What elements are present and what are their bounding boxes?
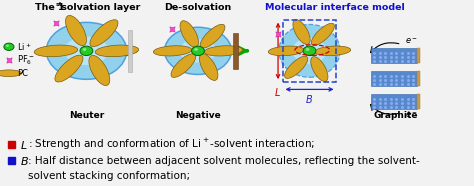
Ellipse shape — [311, 57, 328, 81]
Ellipse shape — [200, 54, 218, 80]
Ellipse shape — [95, 45, 139, 57]
Ellipse shape — [315, 46, 351, 56]
Ellipse shape — [34, 45, 78, 57]
Text: Molecular interface model: Molecular interface model — [264, 3, 404, 12]
Text: solvation layer: solvation layer — [58, 3, 140, 12]
Text: $e^-$: $e^-$ — [405, 37, 419, 46]
Circle shape — [6, 45, 9, 47]
Bar — [417, 48, 420, 63]
Ellipse shape — [268, 46, 304, 56]
Bar — [8, 157, 15, 164]
Ellipse shape — [200, 24, 225, 48]
Circle shape — [303, 46, 316, 56]
Text: st: st — [55, 2, 62, 7]
Text: PC: PC — [17, 69, 28, 78]
Text: $\mathit{L}$: $\mathit{L}$ — [20, 139, 27, 151]
Ellipse shape — [55, 55, 83, 82]
Ellipse shape — [279, 24, 340, 77]
Circle shape — [194, 48, 198, 51]
Ellipse shape — [90, 20, 118, 46]
Text: Graphite: Graphite — [373, 111, 418, 120]
Bar — [233, 33, 237, 69]
Text: Negative: Negative — [175, 111, 221, 120]
Bar — [8, 141, 15, 148]
Ellipse shape — [154, 46, 191, 56]
Ellipse shape — [46, 22, 127, 79]
Circle shape — [191, 46, 204, 56]
Ellipse shape — [180, 39, 216, 63]
Ellipse shape — [284, 56, 308, 78]
Text: solvent stacking conformation;: solvent stacking conformation; — [28, 171, 190, 181]
Text: $L$: $L$ — [273, 86, 280, 98]
Ellipse shape — [164, 27, 231, 74]
Circle shape — [306, 48, 310, 51]
Ellipse shape — [311, 23, 335, 45]
Text: : Strength and conformation of Li$^+$-solvent interaction;: : Strength and conformation of Li$^+$-so… — [28, 137, 315, 152]
Text: Neuter: Neuter — [69, 111, 104, 120]
Bar — [128, 30, 132, 72]
Ellipse shape — [0, 70, 22, 77]
Text: : Half distance between adjacent solvent molecules, reflecting the solvent-: : Half distance between adjacent solvent… — [28, 156, 420, 166]
Ellipse shape — [180, 21, 199, 47]
Bar — [371, 48, 417, 63]
Circle shape — [4, 43, 14, 50]
Ellipse shape — [64, 37, 109, 65]
Text: $\mathit{B}$: $\mathit{B}$ — [20, 155, 29, 167]
Ellipse shape — [65, 15, 86, 46]
Bar — [417, 94, 420, 109]
Text: $B$: $B$ — [305, 93, 313, 105]
Bar — [371, 71, 417, 86]
Ellipse shape — [171, 54, 196, 77]
Bar — [371, 94, 417, 109]
Circle shape — [80, 46, 93, 56]
Ellipse shape — [89, 55, 110, 86]
Bar — [417, 71, 420, 86]
Text: Li$^+$: Li$^+$ — [17, 41, 31, 53]
Circle shape — [82, 48, 86, 51]
Text: PF$_6^-$: PF$_6^-$ — [17, 53, 34, 67]
Ellipse shape — [293, 20, 310, 44]
Ellipse shape — [204, 46, 243, 56]
Ellipse shape — [292, 38, 327, 64]
Text: The 1: The 1 — [35, 3, 64, 12]
Text: De-solvation: De-solvation — [164, 3, 232, 12]
Text: $e^-$: $e^-$ — [405, 111, 419, 120]
